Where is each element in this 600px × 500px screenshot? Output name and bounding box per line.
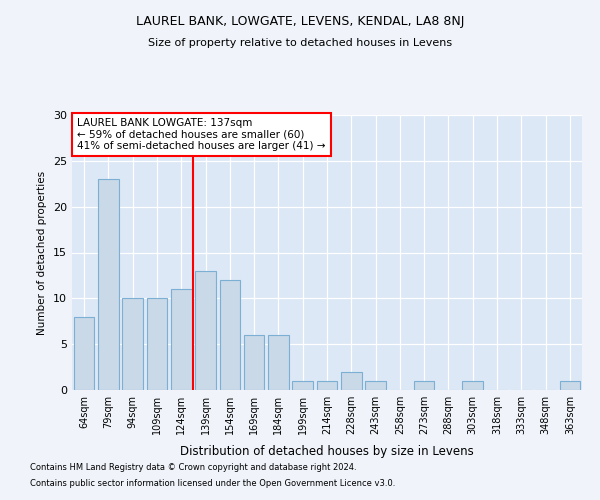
Bar [122, 298, 143, 390]
Bar [244, 335, 265, 390]
Bar [171, 289, 191, 390]
Bar [268, 335, 289, 390]
Bar [365, 381, 386, 390]
Bar [341, 372, 362, 390]
Bar [414, 381, 434, 390]
Bar [220, 280, 240, 390]
Bar [98, 179, 119, 390]
Bar [317, 381, 337, 390]
Bar [195, 271, 216, 390]
Bar [292, 381, 313, 390]
Bar [74, 316, 94, 390]
Bar [146, 298, 167, 390]
Bar [463, 381, 483, 390]
Y-axis label: Number of detached properties: Number of detached properties [37, 170, 47, 334]
Text: Contains HM Land Registry data © Crown copyright and database right 2024.: Contains HM Land Registry data © Crown c… [30, 464, 356, 472]
Bar [560, 381, 580, 390]
Text: Size of property relative to detached houses in Levens: Size of property relative to detached ho… [148, 38, 452, 48]
Text: Contains public sector information licensed under the Open Government Licence v3: Contains public sector information licen… [30, 478, 395, 488]
X-axis label: Distribution of detached houses by size in Levens: Distribution of detached houses by size … [180, 446, 474, 458]
Text: LAUREL BANK, LOWGATE, LEVENS, KENDAL, LA8 8NJ: LAUREL BANK, LOWGATE, LEVENS, KENDAL, LA… [136, 15, 464, 28]
Text: LAUREL BANK LOWGATE: 137sqm
← 59% of detached houses are smaller (60)
41% of sem: LAUREL BANK LOWGATE: 137sqm ← 59% of det… [77, 118, 326, 151]
